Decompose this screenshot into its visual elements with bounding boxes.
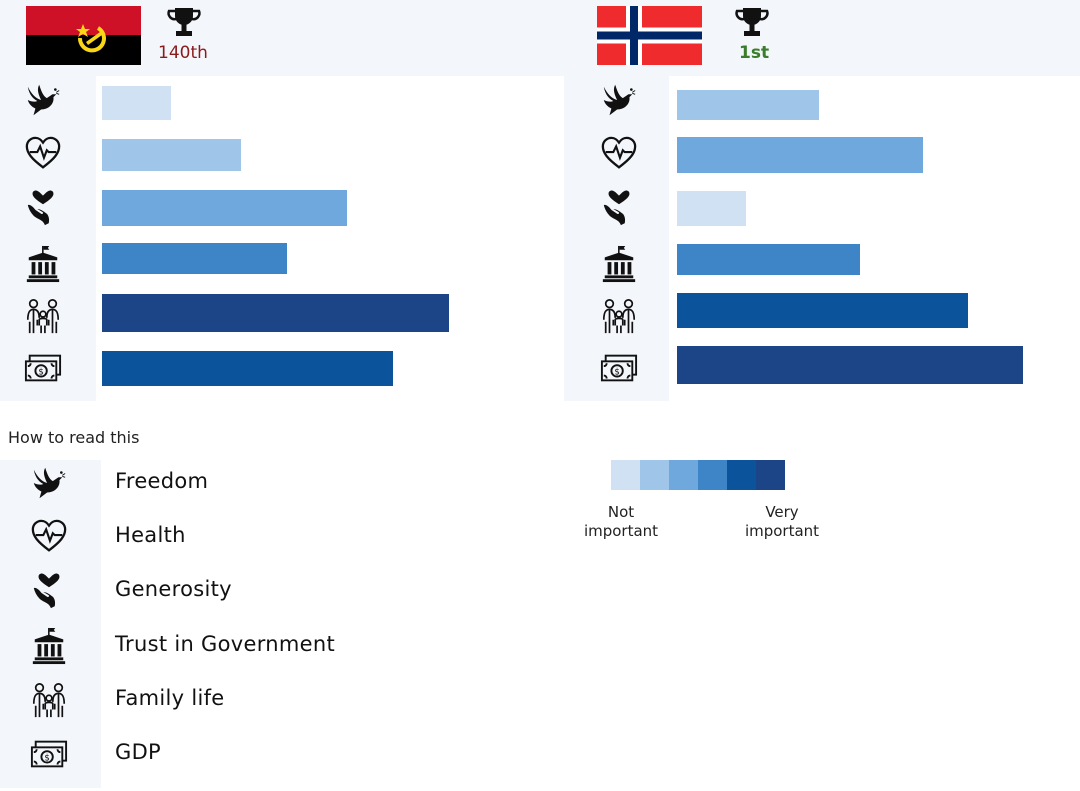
scale-swatch (640, 460, 669, 490)
angola-bar-health (102, 139, 241, 171)
government-building-icon (600, 245, 638, 283)
legend-icon-column (0, 460, 101, 788)
scale-swatch (611, 460, 640, 490)
norway-flag-icon (597, 6, 702, 65)
legend-label: GDP (115, 740, 162, 764)
heartbeat-icon (24, 135, 62, 173)
government-building-icon (30, 627, 68, 665)
heart-hand-icon (30, 572, 68, 610)
dove-icon (24, 81, 62, 119)
heartbeat-icon (600, 135, 638, 173)
legend-label: Generosity (115, 577, 232, 601)
government-building-icon (24, 245, 62, 283)
money-icon: $ (30, 735, 68, 773)
angola-bar-family-life (102, 294, 449, 332)
angola-bar-trust-in-government (102, 243, 287, 274)
norway-bar-health (677, 137, 923, 173)
angola-bar-freedom (102, 86, 171, 120)
dove-icon (30, 464, 68, 502)
scale-swatch (756, 460, 785, 490)
trophy-icon (167, 8, 201, 36)
heart-hand-icon (24, 189, 62, 227)
family-icon (24, 297, 62, 335)
angola-bar-generosity (102, 190, 347, 226)
legend-label: Family life (115, 686, 225, 710)
angola-icon-column (0, 76, 96, 401)
svg-text:$: $ (44, 754, 49, 764)
trophy-icon (735, 8, 769, 36)
scale-swatch (727, 460, 756, 490)
legend-label: Freedom (115, 469, 209, 493)
legend-label: Health (115, 523, 186, 547)
angola-chart (96, 76, 564, 401)
svg-text:$: $ (38, 368, 43, 378)
heartbeat-icon (30, 518, 68, 556)
family-icon (600, 297, 638, 335)
legend-label: Trust in Government (115, 632, 336, 656)
norway-bar-generosity (677, 191, 746, 226)
norway-bar-freedom (677, 90, 819, 120)
norway-bar-family-life (677, 293, 968, 328)
norway-rank: 1st (739, 43, 770, 63)
svg-text:$: $ (614, 368, 619, 378)
angola-rank: 140th (158, 43, 208, 63)
scale-low-label: Not important (583, 503, 659, 540)
norway-bar-trust-in-government (677, 244, 860, 275)
family-icon (30, 681, 68, 719)
angola-flag-icon (26, 6, 141, 65)
heart-hand-icon (600, 189, 638, 227)
scale-swatch (669, 460, 698, 490)
scale-swatch (698, 460, 727, 490)
norway-bar-gdp (677, 346, 1023, 384)
norway-icon-column (564, 76, 669, 401)
money-icon: $ (600, 349, 638, 387)
legend-title: How to read this (8, 428, 140, 447)
scale-high-label: Very important (744, 503, 820, 540)
dove-icon (600, 81, 638, 119)
angola-bar-gdp (102, 351, 393, 386)
money-icon: $ (24, 349, 62, 387)
